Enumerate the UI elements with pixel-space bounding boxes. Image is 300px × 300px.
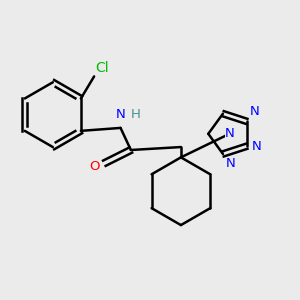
Text: N: N: [252, 140, 262, 153]
Text: O: O: [89, 160, 100, 173]
Text: N: N: [225, 127, 234, 140]
Text: N: N: [226, 157, 236, 170]
Text: N: N: [250, 105, 259, 119]
Text: H: H: [131, 108, 141, 121]
Text: Cl: Cl: [96, 61, 109, 75]
Text: N: N: [116, 108, 125, 121]
